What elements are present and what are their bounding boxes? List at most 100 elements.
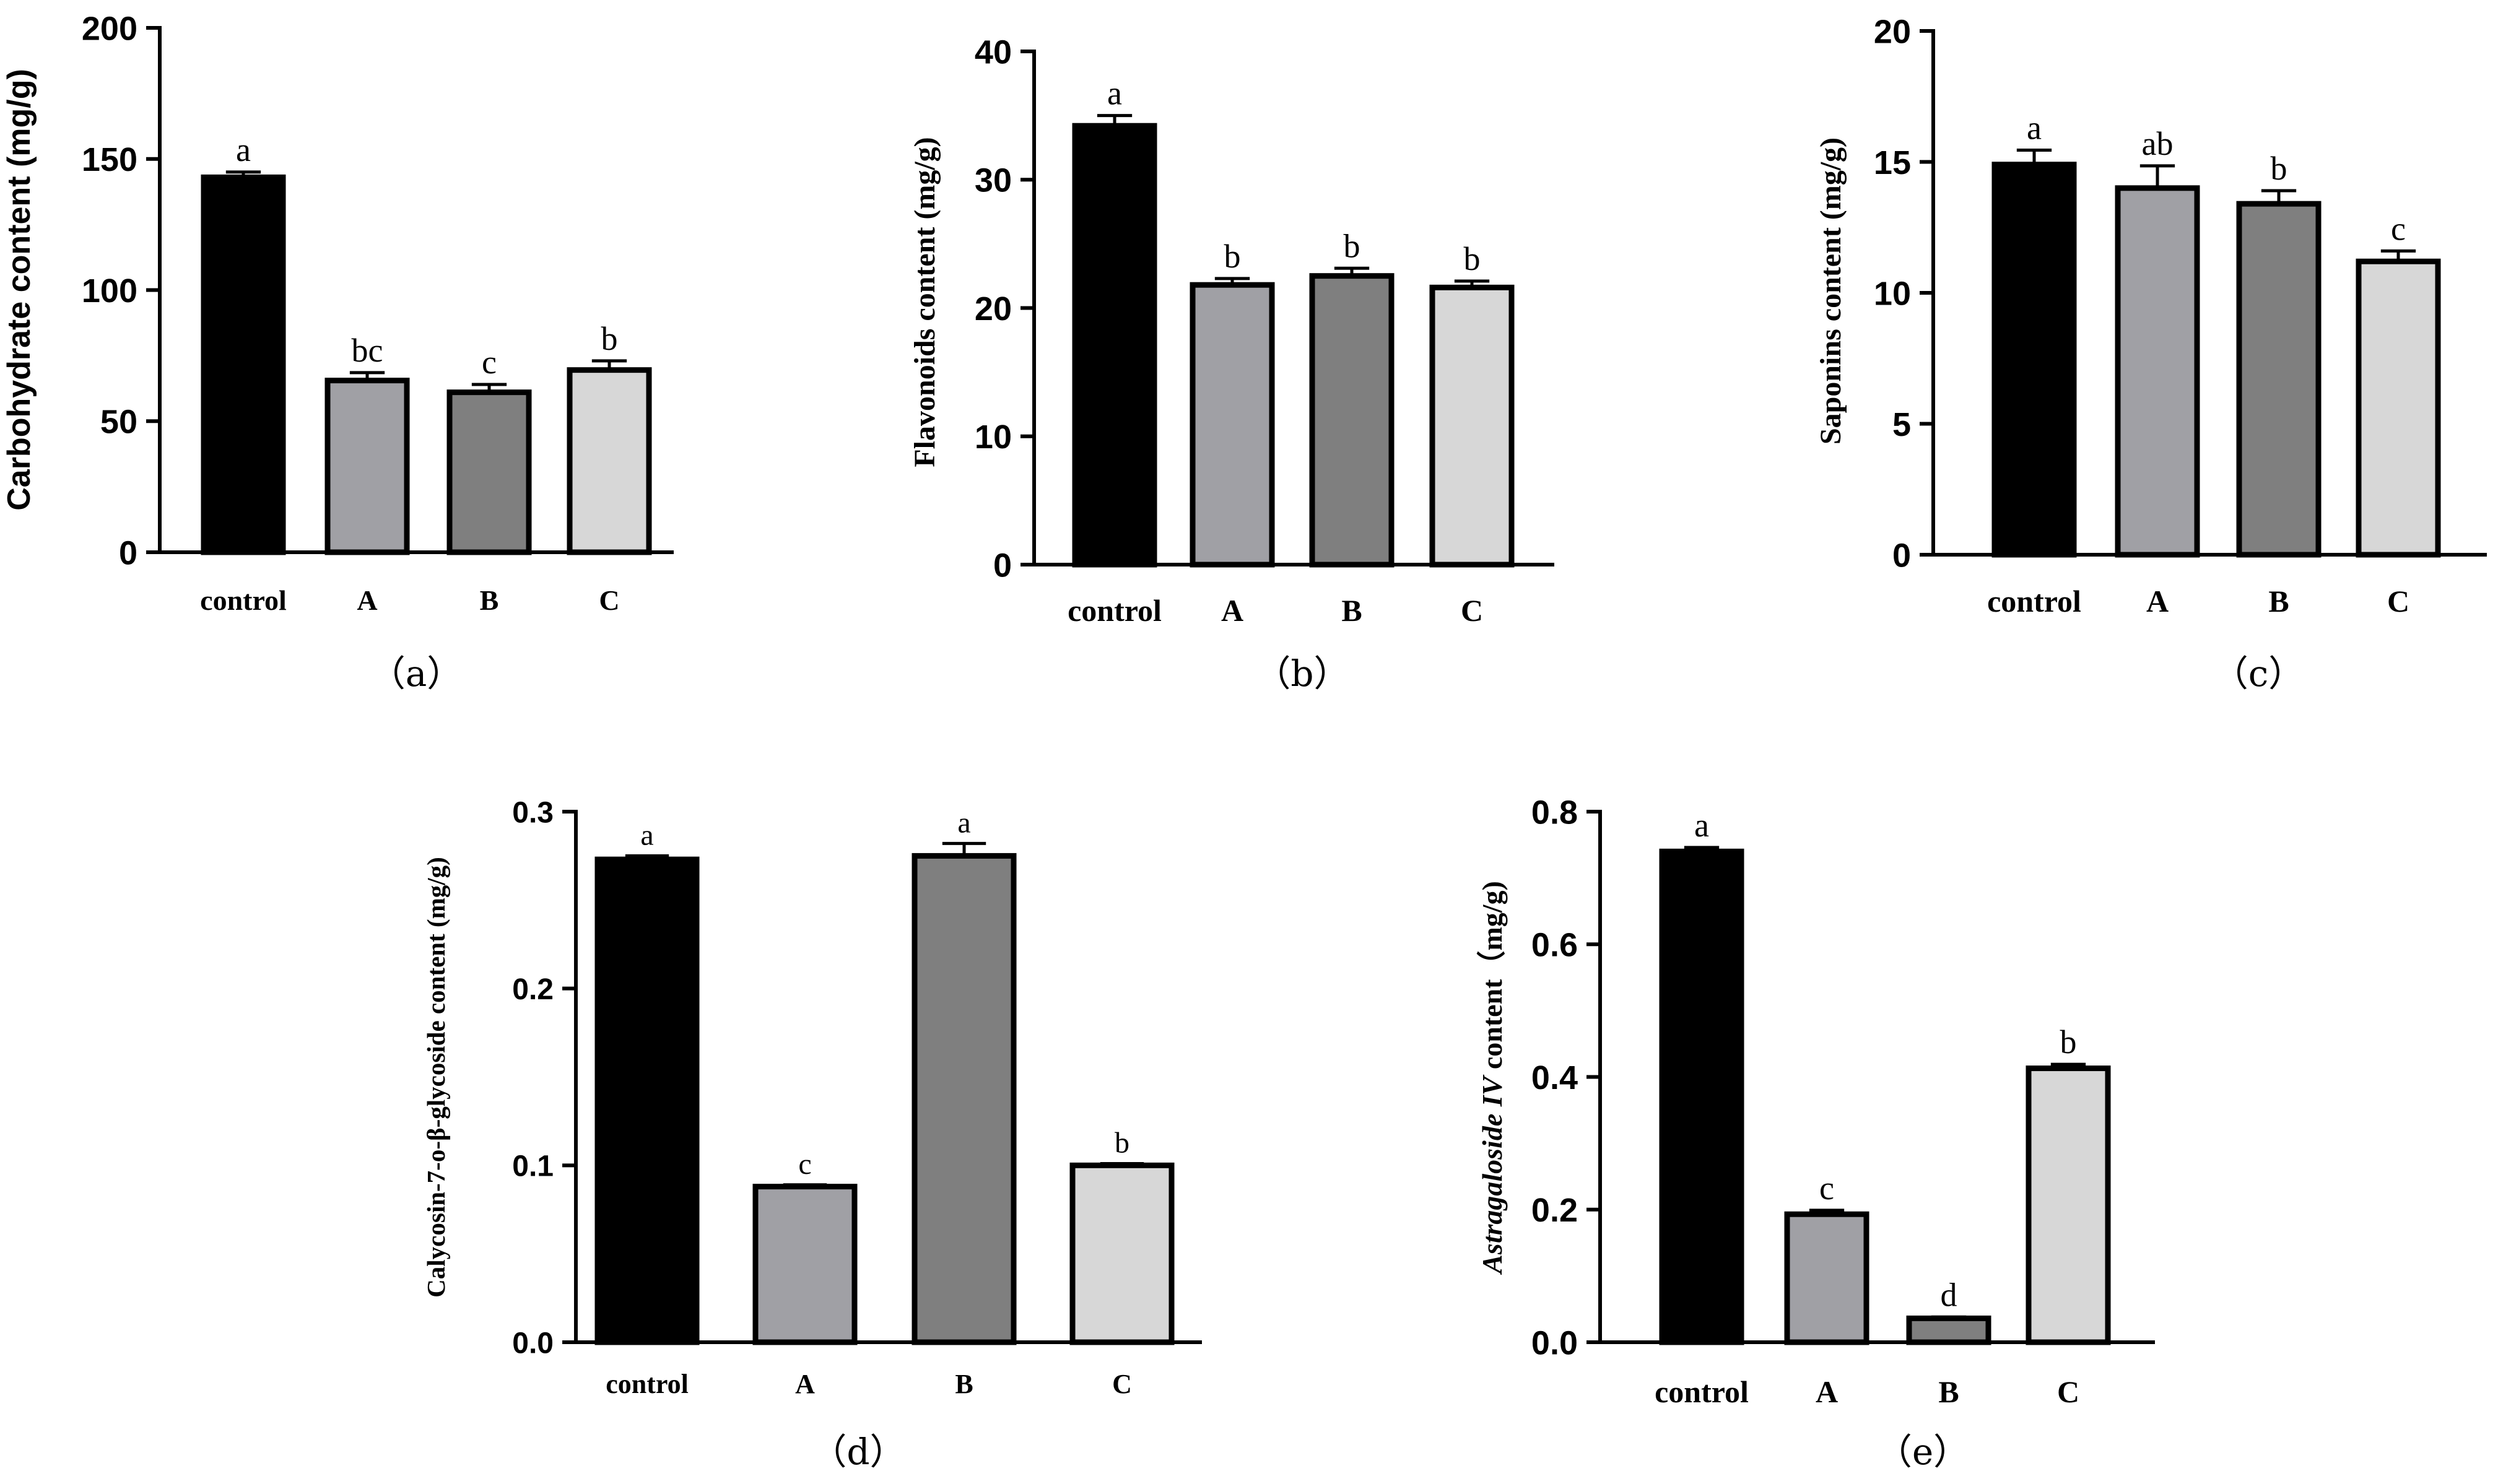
x-tick-label: C [2057,1374,2079,1409]
error-bar [2261,189,2297,204]
y-tick-label: 50 [100,404,137,441]
panel-label: （b） [1255,653,1349,695]
bar-c [567,367,652,555]
bar-control [1659,848,1744,1345]
bar-a [1784,1211,1869,1345]
error-bar [225,170,261,178]
significance-label: c [482,344,497,381]
significance-label: bc [352,332,383,369]
y-tick-label: 0.4 [1531,1059,1578,1096]
x-tick-label: A [1816,1374,1838,1409]
significance-label: a [1107,75,1122,112]
significance-label: b [2060,1023,2077,1061]
bar-control [1072,123,1157,568]
y-tick-label: 20 [1874,13,1911,50]
panel-label: （e） [1876,1431,1969,1473]
x-tick-label: B [1938,1374,1959,1409]
panel-label: （d） [811,1431,905,1473]
bar-b [1906,1315,1991,1345]
significance-label: b [1224,238,1241,275]
error-bar [1684,846,1720,852]
y-tick-label: 0.0 [512,1327,554,1360]
y-tick-label: 40 [975,33,1012,71]
y-tick-label: 10 [975,419,1012,456]
x-tick-label: A [357,584,377,616]
significance-label: b [1115,1126,1129,1159]
y-axis-title: Carbohydrate content (mg/g) [1,69,37,511]
error-bar [625,854,669,860]
error-bar [1214,277,1250,285]
y-axis-title-rest: content（mg/g) [1476,881,1508,1077]
error-bar [2016,148,2052,165]
x-tick-label: A [795,1369,815,1399]
x-tick-label: B [480,584,499,616]
x-tick-label: control [200,584,287,616]
error-bar [2050,1062,2086,1069]
significance-label: d [1941,1276,1957,1313]
significance-label: a [2027,109,2042,146]
significance-label: b [601,320,618,357]
x-tick-label: A [2146,584,2169,618]
error-bar [1809,1208,1845,1215]
x-tick-label: B [2268,584,2289,618]
bar-a [2115,185,2200,558]
x-tick-label: control [606,1369,689,1399]
bar-a [324,378,410,555]
y-tick-label: 30 [975,162,1012,199]
bar-c [2026,1065,2111,1345]
y-axis-title: Flavonoids content (mg/g) [908,137,941,467]
bar-control [1991,162,2077,558]
y-tick-label: 200 [82,10,137,47]
bar-c [2356,258,2441,558]
x-tick-label: B [955,1369,973,1399]
significance-label: c [2391,210,2406,247]
significance-label: a [957,806,970,839]
bar-c [1069,1162,1175,1345]
y-tick-label: 150 [82,141,137,178]
bar-control [594,856,700,1345]
panel-label: （c） [2213,653,2304,695]
chart-panel: a control c Ad Bb C 0.0 0.2 0.4 0.6 0.8 Astragalosi… [1476,794,2155,1473]
y-tick-label: 0.2 [1531,1192,1578,1229]
error-bar [942,841,986,856]
error-bar [1454,279,1490,288]
error-bar [1334,266,1370,276]
y-tick-label: 0 [993,547,1012,584]
y-tick-label: 20 [975,290,1012,328]
x-tick-label: C [2387,584,2409,618]
x-tick-label: control [1987,584,2081,618]
panel-label: （a） [370,653,463,695]
y-tick-label: 5 [1892,406,1911,443]
bar-c [1429,284,1515,568]
x-tick-label: A [1221,593,1243,628]
error-bar [1100,1161,1144,1166]
y-tick-label: 0.3 [512,796,554,829]
y-axis-title: Calycosin-7-o-β-glycoside content (mg/g) [422,857,450,1298]
x-tick-label: C [599,584,619,616]
significance-label: b [1344,227,1360,264]
error-bar [349,371,385,381]
error-bar [2139,164,2175,188]
error-bar [591,359,627,370]
y-tick-label: 0 [119,534,137,571]
bar-control [201,174,286,555]
y-tick-label: 0.1 [512,1150,554,1183]
significance-label: b [2271,150,2287,187]
significance-label: c [1819,1169,1834,1207]
significance-label: a [236,131,251,168]
y-axis-title-italic: Astragaloside IV [1476,1074,1508,1275]
significance-label: b [1464,240,1481,277]
error-bar [1931,1315,1967,1319]
x-tick-label: control [1068,593,1162,628]
significance-label: ab [2142,125,2174,162]
bar-b [912,853,1017,1345]
x-tick-label: C [1461,593,1483,628]
y-tick-label: 0 [1892,537,1911,574]
error-bar [2380,249,2416,262]
y-tick-label: 0.6 [1531,927,1578,964]
y-tick-label: 0.2 [512,973,554,1006]
x-tick-label: control [1655,1374,1749,1409]
y-tick-label: 15 [1874,144,1911,181]
error-bar [1097,114,1133,126]
